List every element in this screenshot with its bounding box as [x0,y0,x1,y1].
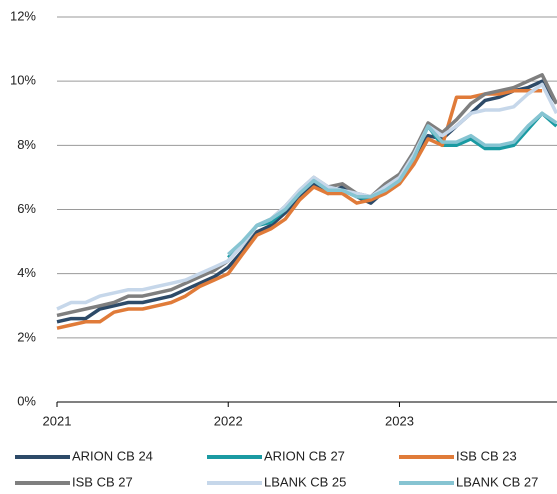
x-tick-label: 2023 [385,413,414,428]
y-tick-label: 12% [10,8,36,23]
series-line [227,111,557,256]
y-tick-label: 8% [17,137,36,152]
series-line [56,89,543,330]
legend-label: ISB CB 27 [72,474,133,489]
y-tick-label: 0% [17,393,36,408]
y-tick-label: 4% [17,265,36,280]
x-tick-label: 2022 [214,413,243,428]
legend-label: LBANK CB 25 [264,474,346,489]
y-tick-label: 10% [10,73,36,88]
series-line [56,79,557,324]
legend-label: ARION CB 27 [264,448,345,463]
legend-label: ARION CB 24 [72,448,153,463]
y-tick-label: 6% [17,201,36,216]
series-line [56,82,557,311]
y-tick-label: 2% [17,329,36,344]
legend-label: LBANK CB 27 [456,474,538,489]
x-tick-label: 2021 [43,413,72,428]
legend-label: ISB CB 23 [456,448,517,463]
